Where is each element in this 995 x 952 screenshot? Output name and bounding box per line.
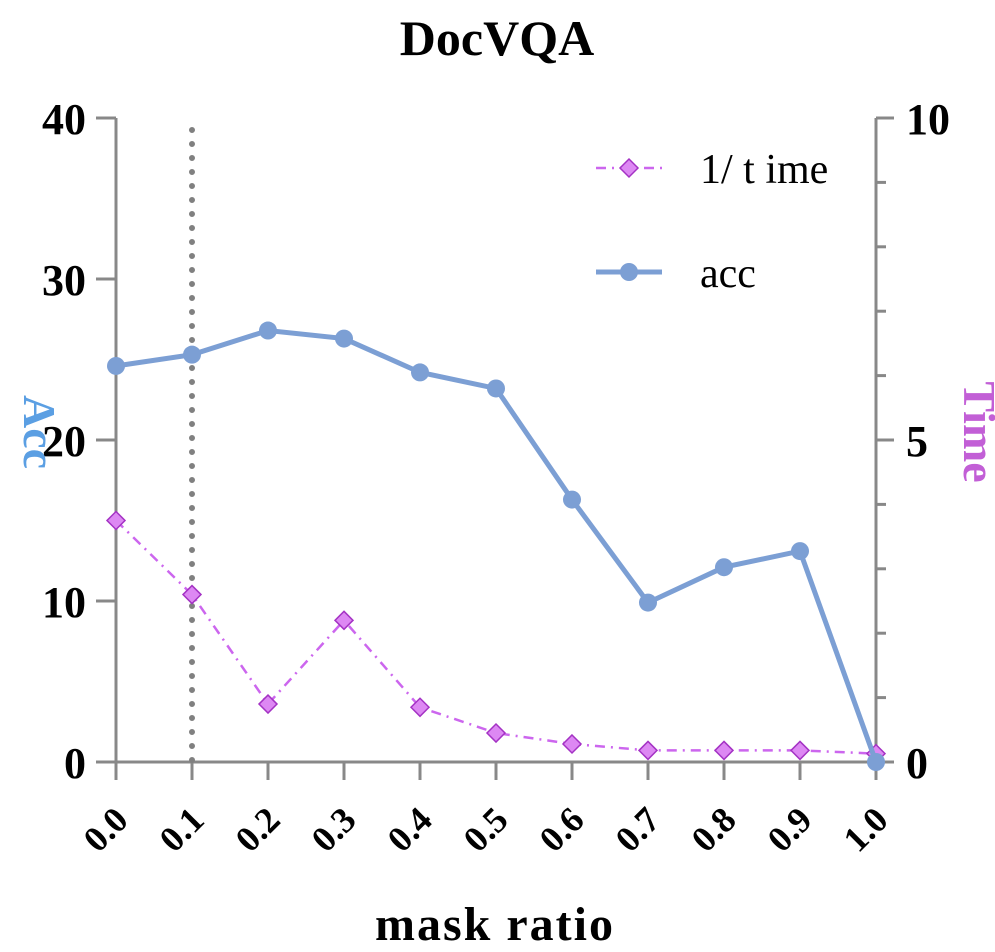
x-tick-label-4: 0.4 bbox=[380, 799, 440, 859]
series-acc-point-8 bbox=[715, 558, 733, 577]
series-acc-group bbox=[107, 321, 885, 771]
y-left-tick-label-3: 30 bbox=[42, 256, 86, 305]
y-axis-label-right: Time bbox=[954, 381, 995, 482]
series-time-point-2 bbox=[257, 693, 279, 715]
series-time-point-6 bbox=[561, 733, 583, 755]
series-time-point-4 bbox=[409, 697, 431, 718]
legend-time-label: 1/ t ime bbox=[700, 147, 828, 193]
x-tick-label-2: 0.2 bbox=[228, 799, 288, 859]
y-right-tick-label-0: 0 bbox=[906, 739, 928, 788]
legend-acc-marker bbox=[620, 263, 638, 281]
tick-labels: 0 10 20 30 40 0 5 10 0.0 0.1 0.2 0.3 0.4 0.5 0.6 0.7 0.8… bbox=[42, 95, 950, 859]
series-acc-point-1 bbox=[183, 345, 201, 364]
x-tick-label-1: 0.1 bbox=[152, 799, 212, 859]
x-tick-label-5: 0.5 bbox=[456, 799, 516, 859]
y-right-tick-label-2: 10 bbox=[906, 95, 950, 144]
legend: 1/ t ime acc bbox=[596, 147, 828, 297]
series-acc-point-2 bbox=[259, 321, 277, 340]
x-tick-label-8: 0.8 bbox=[684, 799, 744, 859]
series-time-point-8 bbox=[713, 740, 735, 761]
series-time-point-7 bbox=[637, 740, 659, 761]
y-axis-label-left: Acc bbox=[14, 395, 65, 469]
series-acc-point-7 bbox=[639, 593, 657, 612]
series-time-group bbox=[105, 510, 887, 764]
series-acc-point-0 bbox=[107, 356, 125, 375]
series-time-point-9 bbox=[789, 740, 811, 761]
y-left-tick-label-2: 20 bbox=[42, 417, 86, 466]
x-tick-label-3: 0.3 bbox=[304, 799, 364, 859]
x-axis-label: mask ratio bbox=[375, 898, 615, 951]
series-time-point-1 bbox=[181, 584, 203, 605]
y-left-tick-label-4: 40 bbox=[42, 95, 86, 144]
x-tick-label-10: 1.0 bbox=[836, 799, 896, 859]
series-acc-point-6 bbox=[563, 490, 581, 509]
series-acc-point-9 bbox=[791, 542, 809, 561]
series-time-point-5 bbox=[485, 722, 507, 744]
y-right-tick-label-1: 5 bbox=[906, 417, 928, 466]
legend-acc-label: acc bbox=[700, 251, 756, 297]
y-left-tick-label-1: 10 bbox=[42, 578, 86, 627]
series-time-point-0 bbox=[105, 510, 127, 531]
series-time-point-3 bbox=[333, 610, 355, 631]
series-acc-point-3 bbox=[335, 329, 353, 348]
chart-title: DocVQA bbox=[400, 10, 594, 66]
series-time-line bbox=[115, 519, 877, 755]
x-tick-label-0: 0.0 bbox=[76, 799, 136, 859]
series-acc-point-10 bbox=[867, 753, 885, 771]
x-tick-label-7: 0.7 bbox=[608, 799, 668, 859]
series-acc-point-5 bbox=[487, 379, 505, 398]
x-tick-label-6: 0.6 bbox=[532, 799, 592, 859]
x-tick-label-9: 0.9 bbox=[760, 799, 820, 859]
legend-time-marker bbox=[618, 157, 640, 179]
axes bbox=[96, 116, 894, 780]
series-acc-point-4 bbox=[411, 363, 429, 382]
y-left-tick-label-0: 0 bbox=[64, 739, 86, 788]
